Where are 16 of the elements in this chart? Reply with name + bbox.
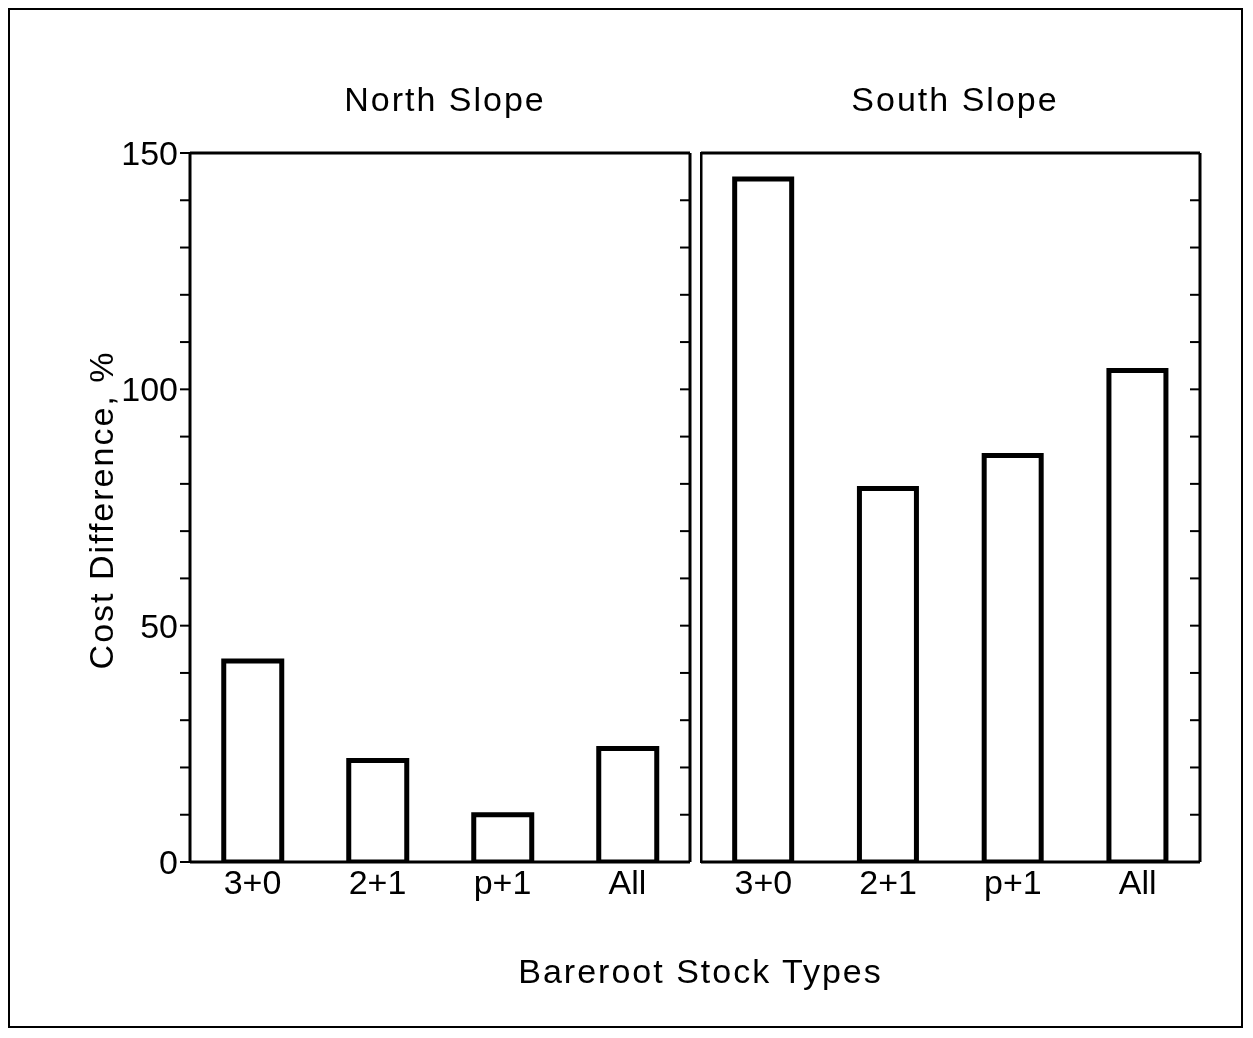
x-tick-label: p+1 — [473, 863, 532, 902]
x-axis-title: Bareroot Stock Types — [517, 952, 884, 991]
chart-title: South Slope — [850, 80, 1060, 120]
x-tick-label: 3+0 — [734, 863, 793, 902]
x-tick-label: All — [608, 863, 647, 902]
x-tick-label: All — [1118, 863, 1157, 902]
y-tick-label: 100 — [121, 370, 178, 409]
y-tick-label: 50 — [140, 606, 178, 645]
x-tick-label: 3+0 — [223, 863, 282, 902]
x-tick-label: 2+1 — [348, 863, 407, 902]
y-tick-label: 0 — [159, 843, 178, 882]
y-axis-title: Cost Difference, % — [82, 350, 122, 670]
x-tick-label: p+1 — [984, 863, 1042, 902]
y-tick-label: 150 — [121, 134, 178, 173]
x-tick-label: 2+1 — [859, 863, 917, 902]
chart-title: North Slope — [343, 80, 547, 120]
